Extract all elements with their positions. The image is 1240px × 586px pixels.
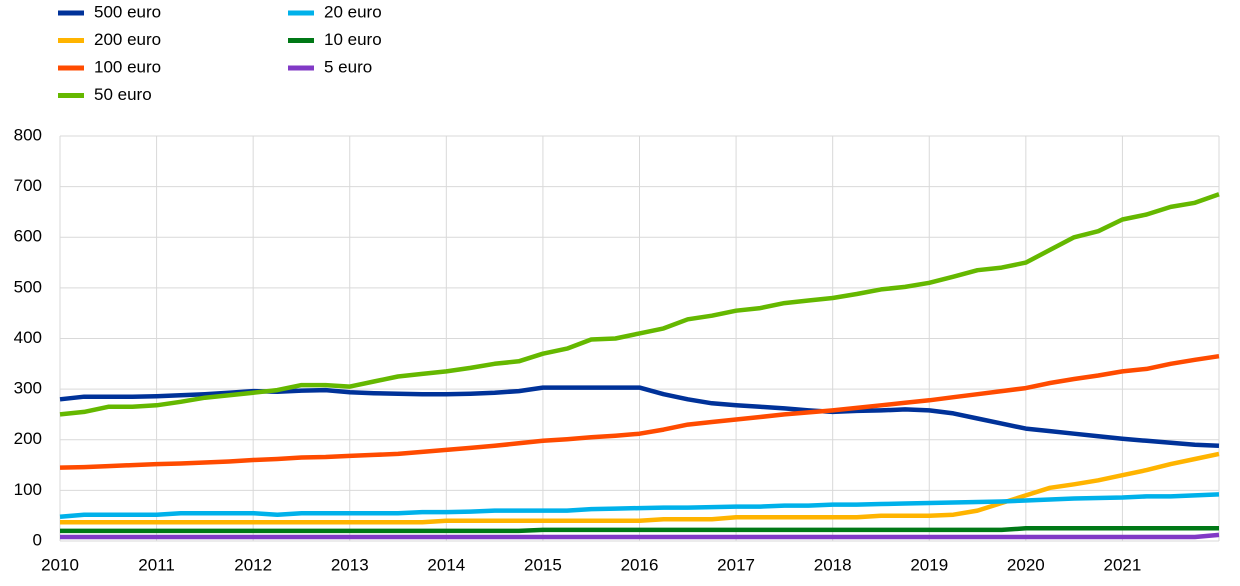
x-tick-label: 2011: [138, 555, 175, 574]
x-tick-label: 2015: [524, 555, 562, 574]
legend-label: 20 euro: [324, 2, 382, 21]
x-tick-label: 2013: [331, 555, 369, 574]
y-tick-label: 300: [14, 379, 42, 398]
series-line: [60, 526, 1219, 534]
x-tick-label: 2018: [814, 555, 852, 574]
x-tick-label: 2021: [1104, 555, 1142, 574]
legend-label: 50 euro: [94, 85, 152, 104]
x-tick-label: 2017: [717, 555, 755, 574]
x-tick-label: 2010: [41, 555, 79, 574]
x-tick-label: 2012: [234, 555, 272, 574]
legend-label: 200 euro: [94, 30, 161, 49]
y-tick-label: 500: [14, 277, 42, 296]
series-line: [60, 532, 1220, 540]
y-tick-label: 200: [14, 429, 42, 448]
legend-label: 5 euro: [324, 57, 372, 76]
y-tick-label: 0: [33, 530, 42, 549]
series-line: [59, 192, 1220, 417]
y-tick-label: 700: [14, 176, 42, 195]
x-tick-label: 2014: [427, 555, 465, 574]
legend-label: 100 euro: [94, 57, 161, 76]
series-line: [60, 451, 1220, 525]
x-tick-label: 2020: [1007, 555, 1045, 574]
series-line: [59, 492, 1220, 519]
series-line: [59, 353, 1220, 470]
legend-label: 500 euro: [94, 2, 161, 21]
y-tick-label: 600: [14, 227, 42, 246]
y-tick-label: 800: [14, 125, 42, 144]
x-tick-label: 2016: [621, 555, 659, 574]
y-tick-label: 400: [14, 328, 42, 347]
legend-label: 10 euro: [324, 30, 382, 49]
y-tick-label: 100: [14, 480, 42, 499]
x-tick-label: 2019: [910, 555, 948, 574]
